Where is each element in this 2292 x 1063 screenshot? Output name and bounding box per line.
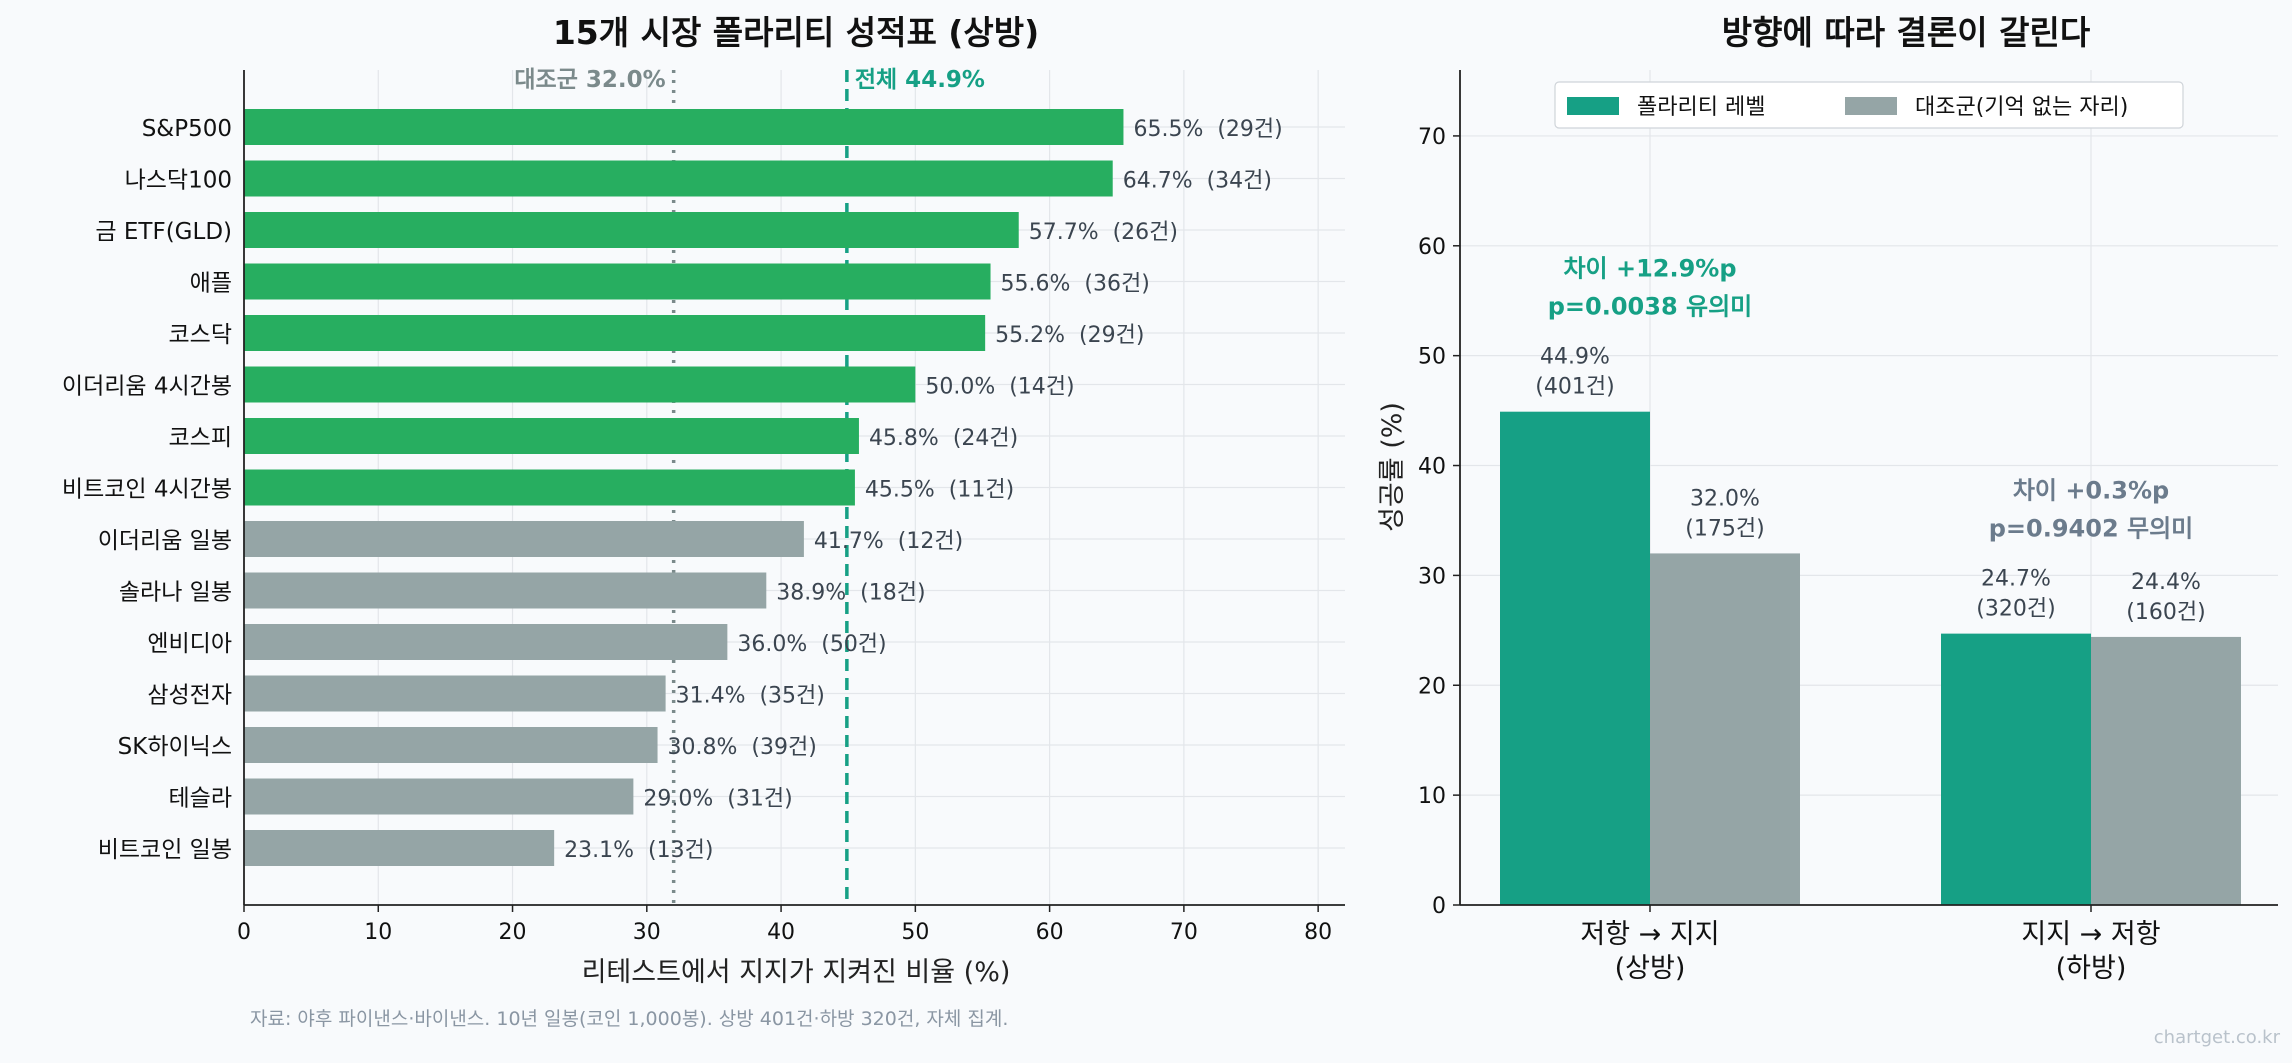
x-tick-label: 20 [499,920,527,945]
x-tick-label: 60 [1036,920,1064,945]
category-label: 솔라나 일봉 [119,580,232,606]
category-label: 엔비디아 [147,631,232,657]
bar-0 [244,109,1124,145]
x-tick-label: 0 [237,920,251,945]
bar-value-label: 24.7% (320건) [1976,567,2055,622]
category-label: SK하이닉스 [118,734,232,760]
category-label: 코스피 [169,425,232,451]
left-chart-title: 15개 시장 폴라리티 성적표 (상방) [553,13,1039,52]
category-label: 삼성전자 [147,683,232,709]
x-tick-label: 30 [633,920,661,945]
x-category-label: 지지 → 저항 (하방) [2021,919,2160,984]
right-legend: 폴라리티 레벨 대조군(기억 없는 자리) [1554,81,2184,129]
y-tick-label: 40 [1418,455,1446,480]
category-label: 비트코인 일봉 [98,837,232,863]
bar-value-label: 55.6% (36건) [1001,272,1150,297]
left-reference-lines: 대조군 32.0% 전체 44.9% [514,67,985,905]
x-tick-label: 50 [901,920,929,945]
bar-value-label: 29.0% (31건) [643,787,792,812]
x-category-label: 저항 → 지지 (상방) [1580,919,1719,984]
bar-value-label: 32.0% (175건) [1685,486,1764,541]
bar-2 [244,212,1019,248]
bar-value-label: 38.9% (18건) [776,581,925,606]
bar-14 [244,830,555,866]
legend-label: 폴라리티 레벨 [1637,95,1765,120]
bar-1-0 [1650,553,1800,905]
bar-13 [244,778,634,815]
bar-value-label: 55.2% (29건) [995,323,1144,348]
bar-0-1 [1941,633,2091,905]
bar-value-label: 45.8% (24건) [869,426,1018,451]
bar-4 [244,315,986,351]
category-label: 금 ETF(GLD) [95,219,232,245]
legend-swatch [1845,97,1897,115]
group-annotation: 차이 +0.3%p p=0.9402 무의미 [1989,477,2194,543]
left-axes: 0 10 20 30 40 50 60 70 80 [237,70,1345,945]
reference-line-label: 대조군 32.0% [514,67,665,93]
right-bars: 44.9% (401건) 24.7% (320건) 32.0% (175건) 24.4% (1… [1500,255,2241,905]
left-x-axis-label: 리테스트에서 지지가 지켜진 비율 (%) [582,957,1011,988]
bar-8 [244,521,804,557]
category-label: S&P500 [142,116,232,142]
bar-12 [244,727,658,763]
bar-value-label: 31.4% (35건) [676,684,825,709]
x-tick-label: 70 [1170,920,1198,945]
bar-10 [244,624,728,660]
y-tick-label: 60 [1418,235,1446,260]
bar-7 [244,469,855,506]
bar-1 [244,160,1113,197]
x-tick-label: 80 [1304,920,1332,945]
y-tick-label: 50 [1418,345,1446,370]
bar-1-1 [2091,636,2241,905]
y-tick-label: 30 [1418,564,1446,589]
category-label: 애플 [190,271,232,297]
bar-value-label: 57.7% (26건) [1029,220,1178,245]
bar-3 [244,263,991,300]
right-y-axis-label: 성공률 (%) [1377,402,1408,532]
category-label: 비트코인 4시간봉 [62,477,232,503]
category-label: 이더리움 일봉 [98,528,232,554]
y-tick-label: 70 [1418,125,1446,150]
bar-11 [244,675,666,712]
bar-value-label: 41.7% (12건) [814,529,963,554]
y-tick-label: 20 [1418,674,1446,699]
bar-value-label: 24.4% (160건) [2126,570,2205,625]
x-tick-label: 40 [767,920,795,945]
left-bars: S&P500 65.5% (29건) 나스닥100 64.7% (34건) 금 ETF(… [62,109,1283,866]
x-tick-label: 10 [364,920,392,945]
legend-label: 대조군(기억 없는 자리) [1915,95,2128,120]
category-label: 나스닥100 [125,168,232,194]
watermark: chartget.co.kr [2154,1027,2281,1048]
right-chart-title: 방향에 따라 결론이 갈린다 [1722,13,2091,52]
left-chart: 대조군 32.0% 전체 44.9% S&P500 65.5% (29건) 나스닥10… [62,13,1345,988]
y-tick-label: 10 [1418,784,1446,809]
bar-value-label: 36.0% (50건) [737,632,886,657]
right-axes: 0 10 20 30 40 50 60 70 저항 → 지지 (상방) 지지 → 저항 (하방) [1418,70,2278,984]
bar-0-0 [1500,411,1650,905]
reference-line-label: 전체 44.9% [855,67,985,93]
right-chart: 44.9% (401건) 24.7% (320건) 32.0% (175건) 24.4% (1… [1377,13,2278,984]
category-label: 코스닥 [169,322,232,348]
bar-value-label: 23.1% (13건) [564,838,713,863]
y-tick-label: 0 [1432,894,1446,919]
bar-value-label: 30.8% (39건) [668,735,817,760]
legend-swatch [1567,97,1619,115]
bar-value-label: 50.0% (14건) [925,375,1074,400]
category-label: 테슬라 [169,786,232,812]
bar-value-label: 45.5% (11건) [865,478,1014,503]
bar-value-label: 65.5% (29건) [1133,117,1282,142]
bar-5 [244,366,916,403]
bar-value-label: 64.7% (34건) [1123,169,1272,194]
bar-6 [244,418,859,454]
bar-value-label: 44.9% (401건) [1535,345,1614,400]
footer-source: 자료: 야후 파이낸스·바이낸스. 10년 일봉(코인 1,000봉). 상방 … [250,1008,1008,1030]
category-label: 이더리움 4시간봉 [62,374,232,400]
bar-9 [244,572,767,609]
group-annotation: 차이 +12.9%p p=0.0038 유의미 [1548,255,1753,321]
